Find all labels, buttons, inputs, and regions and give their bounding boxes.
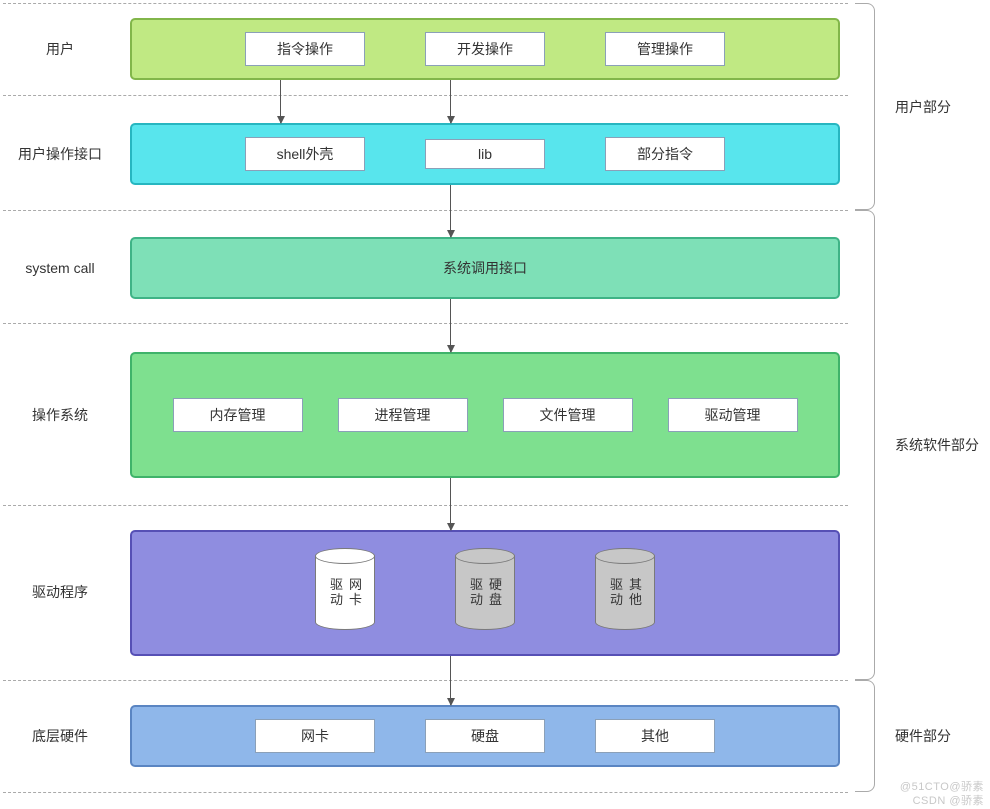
subbox-hw: 硬盘	[425, 719, 545, 753]
divider-3	[3, 323, 848, 324]
layer-text-syscall: 系统调用接口	[443, 258, 527, 278]
subbox-user: 开发操作	[425, 32, 545, 66]
system-architecture-diagram: 用户 指令操作 开发操作 管理操作用户操作接口 shell外壳 lib 部分指令 system…	[0, 0, 990, 809]
subbox-user-if: lib	[425, 139, 545, 169]
arrow-2	[450, 185, 451, 237]
bracket-hw-part	[855, 680, 875, 792]
bracket-user-part	[855, 3, 875, 210]
watermark-1: CSDN @骄素	[913, 792, 984, 808]
section-label-hw-part: 硬件部分	[895, 726, 951, 746]
layer-user: 指令操作 开发操作 管理操作	[130, 18, 840, 80]
arrow-1	[280, 80, 281, 123]
cylinder-driver: 网卡驱动	[315, 548, 375, 638]
layer-hw: 网卡 硬盘 其他	[130, 705, 840, 767]
row-label-user: 用户	[0, 39, 120, 59]
layer-os: 内存管理 进程管理 文件管理 驱动管理	[130, 352, 840, 478]
cylinder-driver: 其他驱动	[595, 548, 655, 638]
cylinder-label: 网卡驱动	[326, 577, 364, 618]
subbox-hw: 其他	[595, 719, 715, 753]
arrow-3	[450, 299, 451, 352]
divider-5	[3, 680, 848, 681]
arrow-0	[450, 80, 451, 123]
subbox-user-if: shell外壳	[245, 137, 365, 171]
divider-1	[3, 95, 848, 96]
row-label-user-if: 用户操作接口	[0, 144, 120, 164]
subbox-user: 管理操作	[605, 32, 725, 66]
divider-2	[3, 210, 848, 211]
subbox-os: 驱动管理	[668, 398, 798, 432]
subbox-os: 内存管理	[173, 398, 303, 432]
row-label-syscall: system call	[0, 260, 120, 276]
section-label-user-part: 用户部分	[895, 97, 951, 117]
bracket-system-part	[855, 210, 875, 680]
subbox-user-if: 部分指令	[605, 137, 725, 171]
subbox-os: 进程管理	[338, 398, 468, 432]
row-label-hw: 底层硬件	[0, 726, 120, 746]
cylinder-driver: 硬盘驱动	[455, 548, 515, 638]
divider-6	[3, 792, 848, 793]
divider-0	[3, 3, 848, 4]
cylinder-label: 其他驱动	[606, 577, 644, 618]
arrow-5	[450, 656, 451, 705]
layer-user-if: shell外壳 lib 部分指令	[130, 123, 840, 185]
section-label-system-part: 系统软件部分	[895, 435, 979, 455]
divider-4	[3, 505, 848, 506]
subbox-hw: 网卡	[255, 719, 375, 753]
subbox-user: 指令操作	[245, 32, 365, 66]
layer-driver: 网卡驱动 硬盘驱动 其他驱动	[130, 530, 840, 656]
subbox-os: 文件管理	[503, 398, 633, 432]
cylinder-label: 硬盘驱动	[466, 577, 504, 618]
arrow-4	[450, 478, 451, 530]
row-label-driver: 驱动程序	[0, 582, 120, 602]
layer-syscall: 系统调用接口	[130, 237, 840, 299]
row-label-os: 操作系统	[0, 405, 120, 425]
